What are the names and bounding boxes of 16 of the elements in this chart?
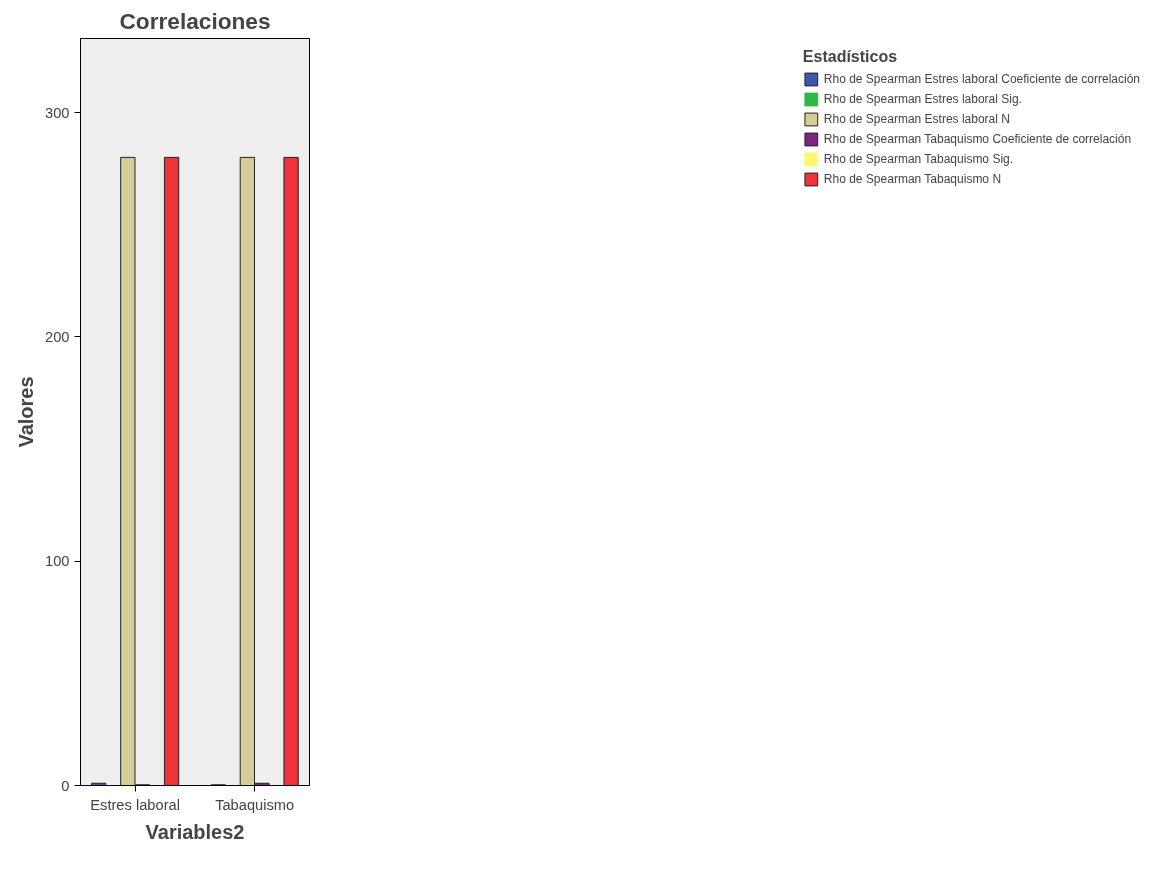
legend-label: Rho de Spearman Tabaquismo Sig.	[823, 152, 1014, 166]
x-axis-title: Variables2	[145, 820, 245, 843]
y-tick-label: 0	[61, 777, 70, 794]
x-tick-label: Tabaquismo	[215, 796, 295, 813]
legend-label: Rho de Spearman Estres laboral Sig.	[823, 92, 1022, 106]
y-tick-label: 100	[45, 553, 70, 570]
chart-title: Correlaciones	[119, 7, 271, 34]
y-axis-title: Valores	[15, 376, 38, 448]
y-tick-label: 200	[45, 328, 70, 345]
legend-title: Estadísticos	[802, 48, 899, 66]
legend-label: Rho de Spearman Tabaquismo N	[823, 172, 1002, 186]
legend-label: Rho de Spearman Tabaquismo Coeficiente de correlación	[823, 132, 1132, 146]
legend-label: Rho de Spearman Estres laboral N	[823, 112, 1010, 126]
x-tick-label: Estres laboral	[90, 796, 180, 813]
y-tick-label: 300	[45, 104, 70, 121]
legend-label: Rho de Spearman Estres laboral Coeficiente de correlación	[823, 72, 1140, 86]
